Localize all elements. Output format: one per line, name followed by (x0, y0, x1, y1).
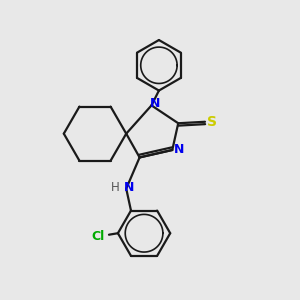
Text: S: S (206, 115, 217, 129)
Text: N: N (174, 143, 184, 156)
Text: Cl: Cl (92, 230, 105, 243)
Text: N: N (150, 98, 160, 110)
Text: H: H (111, 181, 119, 194)
Text: N: N (124, 181, 134, 194)
